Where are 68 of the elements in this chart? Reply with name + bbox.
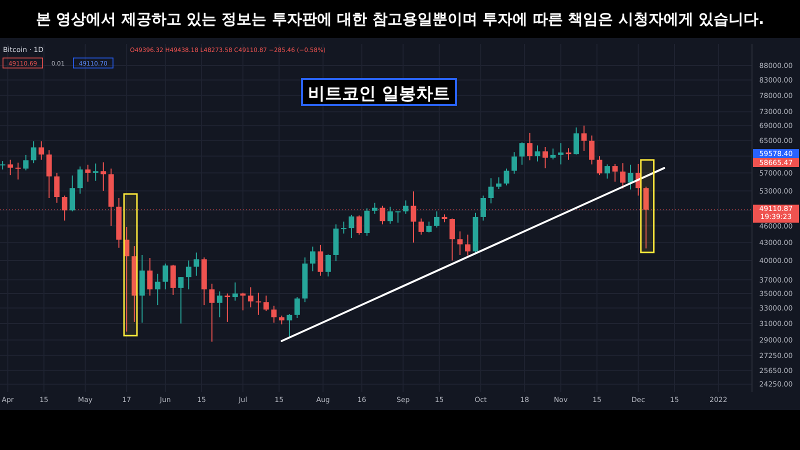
candlestick xyxy=(286,314,292,338)
candlestick xyxy=(628,164,634,190)
candlestick xyxy=(216,290,222,318)
candlestick xyxy=(488,178,494,204)
candlestick xyxy=(224,293,230,322)
candlestick xyxy=(356,214,362,236)
candlestick xyxy=(620,162,626,190)
candlestick xyxy=(480,195,486,222)
candlestick xyxy=(124,226,130,332)
candlestick xyxy=(147,258,153,296)
candlestick xyxy=(30,140,36,164)
candlestick xyxy=(23,154,29,171)
candlestick xyxy=(581,125,587,152)
candlestick xyxy=(194,252,200,276)
candlestick xyxy=(170,264,176,296)
candlestick xyxy=(154,273,160,306)
candlestick xyxy=(318,244,324,276)
candlestick xyxy=(596,156,602,176)
candlestick xyxy=(457,230,463,256)
candlestick xyxy=(558,142,564,165)
candlestick xyxy=(85,164,91,182)
candlestick xyxy=(248,286,254,308)
candlestick xyxy=(209,283,215,342)
candlestick xyxy=(465,234,470,256)
title: 비트코인 일봉차트 xyxy=(301,78,457,106)
candlestick xyxy=(504,168,510,186)
candlestick xyxy=(589,135,594,165)
candlestick xyxy=(263,295,269,312)
candlestick xyxy=(232,282,238,302)
candlestick xyxy=(186,260,192,290)
candlestick xyxy=(348,214,354,239)
chart-subtitle: 본 영상에서 제공하고 있는 정보는 투자판에 대한 참고용일뿐이며 투자에 따른 책임은 시청자에게 있습니다. xyxy=(36,10,764,28)
candlestick xyxy=(512,152,517,174)
candlestick xyxy=(271,305,277,324)
candlestick xyxy=(70,175,76,212)
candlestick xyxy=(240,292,246,311)
candlestick xyxy=(364,208,370,236)
candlestick xyxy=(550,148,556,160)
candlestick xyxy=(542,146,548,169)
candlestick xyxy=(100,162,106,192)
candlestick xyxy=(325,254,331,277)
candlestick xyxy=(519,142,525,166)
candlestick xyxy=(604,164,610,180)
candlestick xyxy=(54,172,60,204)
candlestick xyxy=(388,206,393,224)
candlestick xyxy=(418,218,424,236)
candlestick xyxy=(340,221,346,234)
candlestick xyxy=(310,246,316,272)
candlestick xyxy=(46,150,52,198)
candlestick xyxy=(256,292,262,316)
candlestick xyxy=(77,166,83,194)
candlestick xyxy=(574,126,579,156)
candlestick xyxy=(92,163,98,182)
candlestick xyxy=(450,218,455,261)
candlestick xyxy=(8,159,14,176)
candlestick xyxy=(395,210,401,224)
candlestick xyxy=(162,263,168,290)
candlestick xyxy=(372,202,378,214)
candlestick xyxy=(38,140,44,160)
candlestick xyxy=(178,276,184,324)
candlestick xyxy=(403,200,408,214)
candlestick xyxy=(15,162,21,180)
candlestick xyxy=(612,163,618,182)
candlestick xyxy=(496,176,502,190)
candlestick xyxy=(426,221,432,233)
candlestick xyxy=(294,296,300,318)
candlestick xyxy=(527,132,532,161)
candlestick xyxy=(434,210,440,228)
